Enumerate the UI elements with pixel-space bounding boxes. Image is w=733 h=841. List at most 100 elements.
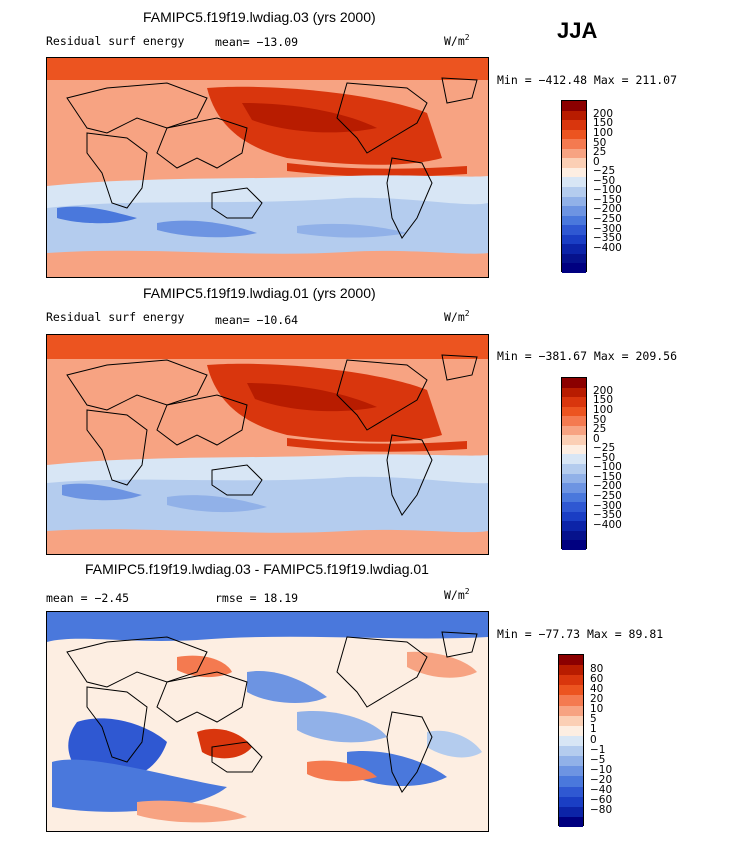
colorbar-tick-label: −25 <box>593 442 616 455</box>
colorbar-swatch <box>559 756 583 767</box>
colorbar-tick-label: 100 <box>593 403 614 416</box>
colorbar-swatch <box>562 444 586 455</box>
panel-3-heatmap <box>47 612 488 831</box>
colorbar-swatch <box>559 786 583 798</box>
panel-2-range: Min = −381.67 Max = 209.56 <box>497 349 678 363</box>
season-label: JJA <box>557 18 598 43</box>
colorbar-swatch <box>562 167 586 178</box>
panel-1-mean: mean= −13.09 <box>215 35 299 49</box>
colorbar-swatch <box>562 234 586 245</box>
colorbar-swatch <box>562 148 586 159</box>
colorbar-swatch <box>559 796 583 808</box>
panel-1-colorbar: 200 150 100 50 25 0 −25 −50 −100 −150 −200 −250 −300… <box>561 100 622 274</box>
colorbar-swatch <box>562 454 586 465</box>
colorbar-swatch <box>559 695 583 707</box>
colorbar-tick-label: −300 <box>593 222 622 235</box>
panel-1-heatmap <box>47 58 488 277</box>
colorbar-tick-label: −10 <box>590 763 613 776</box>
colorbar-swatch <box>562 435 586 446</box>
panel-2-title: FAMIPC5.f19f19.lwdiag.01 (yrs 2000) <box>143 285 376 301</box>
colorbar-tick-label: −100 <box>593 461 622 474</box>
colorbar-swatch <box>562 530 586 541</box>
colorbar-swatch <box>562 177 586 188</box>
colorbar-swatch <box>562 158 586 169</box>
colorbar-swatch <box>562 540 586 551</box>
colorbar-swatch <box>559 776 583 788</box>
colorbar-tick-label: −100 <box>593 184 622 197</box>
colorbar-swatch <box>562 425 586 436</box>
panel-3-rmse: rmse = 18.19 <box>215 591 299 605</box>
colorbar-tick-label: 200 <box>593 107 614 120</box>
colorbar-swatch <box>559 725 583 737</box>
colorbar-tick-label: 50 <box>593 136 607 149</box>
colorbar-tick-label: −50 <box>593 174 616 187</box>
panel-1-colorbar-swatches <box>561 100 587 274</box>
colorbar-tick-label: −150 <box>593 193 622 206</box>
panel-2-mean: mean= −10.64 <box>215 313 299 327</box>
colorbar-swatch <box>562 502 586 513</box>
colorbar-swatch <box>559 766 583 777</box>
panel-2-coastlines <box>66 354 478 516</box>
colorbar-swatch <box>562 196 586 207</box>
panel-2-colorbar: 200 150 100 50 25 0 −25 −50 −100 −150 −200 −250 −300… <box>561 377 622 551</box>
colorbar-tick-label: 1 <box>590 723 597 736</box>
colorbar-swatch <box>562 492 586 503</box>
colorbar-tick-label: −250 <box>593 212 622 225</box>
colorbar-swatch <box>559 735 583 747</box>
colorbar-swatch <box>562 110 586 121</box>
colorbar-tick-label: −5 <box>590 753 606 766</box>
panel-1-units: W/m2 <box>444 33 470 48</box>
colorbar-tick-label: −350 <box>593 232 622 245</box>
colorbar-swatch <box>562 206 586 217</box>
colorbar-tick-label: 60 <box>590 672 604 685</box>
panel-3-colorbar-swatches <box>558 654 584 828</box>
colorbar-tick-label: 50 <box>593 413 607 426</box>
colorbar-tick-label: 40 <box>590 682 604 695</box>
panel-3-units: W/m2 <box>444 587 470 602</box>
panel-2-map <box>46 334 489 555</box>
panel-2-field-label: Residual surf energy <box>46 310 185 324</box>
colorbar-tick-label: 20 <box>590 693 604 706</box>
colorbar-tick-label: −25 <box>593 165 616 178</box>
colorbar-tick-label: −300 <box>593 499 622 512</box>
panel-3-coastlines <box>66 631 478 793</box>
colorbar-swatch <box>562 225 586 236</box>
colorbar-swatch <box>559 685 583 696</box>
colorbar-tick-label: 150 <box>593 117 614 130</box>
colorbar-tick-label: −350 <box>593 509 622 522</box>
colorbar-tick-label: 0 <box>590 733 597 746</box>
panel-1-coastlines <box>66 77 478 239</box>
colorbar-swatch <box>562 263 586 274</box>
colorbar-tick-label: −250 <box>593 489 622 502</box>
panel-3-mean: mean = −2.45 <box>46 591 130 605</box>
panel-1-range: Min = −412.48 Max = 211.07 <box>497 73 678 87</box>
colorbar-tick-label: −40 <box>590 784 613 797</box>
colorbar-swatch <box>562 215 586 226</box>
colorbar-swatch <box>559 665 583 676</box>
panel-3-colorbar: 80 60 40 20 10 5 1 0 −1 −5 −10 −20 −40 −60 −80 <box>558 654 618 828</box>
colorbar-swatch <box>562 464 586 475</box>
panel-1-map <box>46 57 489 278</box>
colorbar-tick-label: 0 <box>593 155 600 168</box>
colorbar-swatch <box>562 139 586 150</box>
colorbar-tick-label: −400 <box>593 241 622 254</box>
panel-2-colorbar-swatches <box>561 377 587 551</box>
colorbar-tick-label: −400 <box>593 518 622 531</box>
colorbar-tick-label: 0 <box>593 432 600 445</box>
colorbar-swatch <box>559 746 583 757</box>
colorbar-tick-label: 80 <box>590 662 604 675</box>
colorbar-swatch <box>559 675 583 686</box>
colorbar-tick-label: −80 <box>590 804 613 817</box>
colorbar-swatch <box>562 378 586 389</box>
colorbar-tick-label: 150 <box>593 394 614 407</box>
panel-1-field-label: Residual surf energy <box>46 34 185 48</box>
panel-3-range: Min = −77.73 Max = 89.81 <box>497 627 664 641</box>
colorbar-swatch <box>562 397 586 408</box>
colorbar-swatch <box>562 511 586 522</box>
colorbar-tick-label: −20 <box>590 773 613 786</box>
colorbar-tick-label: −1 <box>590 743 606 756</box>
colorbar-swatch <box>562 387 586 398</box>
colorbar-swatch <box>559 655 583 666</box>
colorbar-swatch <box>562 473 586 484</box>
colorbar-tick-label: 25 <box>593 146 607 159</box>
